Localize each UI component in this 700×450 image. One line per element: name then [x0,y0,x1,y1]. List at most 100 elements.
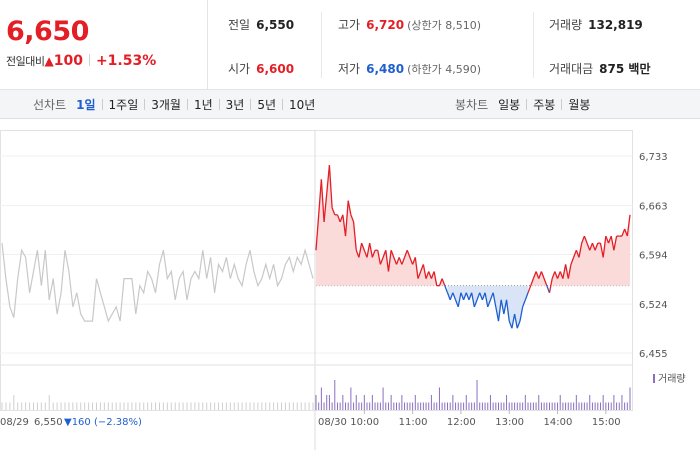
price-segment [481,292,486,301]
x-axis: 08/29 6,550 ▼160 (−2.38%) 08/30 10:00 11:00 12… [0,410,621,428]
stat-value: 6,480 [366,62,405,76]
price-segment [320,179,325,222]
price-segment [540,271,545,279]
price-segment [446,292,451,301]
price-segment [473,299,478,308]
price-segment [516,320,521,329]
price-segment [543,278,548,286]
price-segment [546,285,551,293]
tab-1w[interactable]: 1주일 [108,98,139,112]
divider [144,99,146,110]
price-segment [318,179,323,215]
price-segment [613,235,618,251]
divider [533,12,534,78]
tab-3y[interactable]: 3년 [225,98,245,112]
price-segment [538,271,543,279]
price-segment [460,292,465,301]
price-segment [457,292,462,308]
tab-daily[interactable]: 일봉 [498,98,521,112]
price-segment [350,214,355,223]
y-tick-label: 6,663 [639,202,668,213]
price-segment [326,165,331,194]
today-date-label: 08/30 [318,417,347,428]
price-segment [505,299,510,322]
current-price-box: 6,650 전일대비▲100 +1.53% [0,0,208,90]
tab-3m[interactable]: 3개월 [151,98,181,112]
line-chart-tabs: 선차트 1일 1주일 3개월 1년 3년 5년 10년 [33,96,315,113]
price-segment [535,271,540,279]
price-segment [495,306,500,322]
price-segment [567,264,572,279]
price-segment [527,285,532,293]
price-segment [497,299,502,322]
divider [321,12,322,78]
today-series [315,165,631,329]
price-segment [441,278,446,286]
price-segment [398,257,403,265]
price-segment [377,250,382,265]
price-segment [409,257,414,265]
y-tick-label: 6,455 [639,349,668,360]
divider [88,54,90,66]
tab-monthly[interactable]: 월봉 [568,98,591,112]
price-segment [607,235,612,244]
tab-1y[interactable]: 1년 [193,98,213,112]
divider [218,99,220,110]
price-summary: 6,650 전일대비▲100 +1.53% 전일 6,550 시가 6,600 고가 6… [0,0,700,90]
volume-bars: 거래량 [0,364,686,410]
price-segment [422,264,427,279]
price-segment [361,242,365,251]
price-segment [591,242,596,251]
price-segment [573,250,577,258]
price-segment [626,214,631,237]
stat-volume: 거래량 132,819 [549,16,643,33]
stat-open: 시가 6,600 [228,60,294,77]
price-segment [530,278,534,286]
tab-1d[interactable]: 1일 [76,98,96,112]
stat-value: 6,600 [256,62,295,76]
tab-weekly[interactable]: 주봉 [533,98,556,112]
down-area [447,285,550,329]
line-chart-label: 선차트 [33,98,67,112]
divider [186,99,188,110]
change-row: 전일대비▲100 +1.53% [6,53,156,69]
stat-prev-close: 전일 6,550 [228,16,294,33]
stat-value: 6,550 [256,18,295,32]
price-segment [594,242,599,251]
x-tick-label: 13:00 [495,417,524,428]
price-segment [605,235,610,244]
price-segment [586,242,591,251]
tab-10y[interactable]: 10년 [289,98,316,112]
y-tick-label: 6,594 [639,251,668,262]
upper-limit: (상한가 8,510) [407,19,481,32]
stat-label: 시가 [228,62,251,76]
up-area [316,165,630,286]
price-segment [401,257,406,265]
price-segment [500,299,505,315]
price-segment [430,271,435,279]
intraday-price-chart: 6,733 6,663 6,594 6,524 6,455 거래량 08/29 6,550… [0,130,686,450]
price-segment [570,257,575,265]
price-segment [513,313,518,329]
price-segment [492,292,497,308]
price-segment [385,250,390,272]
tab-5y[interactable]: 5년 [257,98,277,112]
price-segment [414,257,419,279]
price-segment [366,243,371,258]
price-segment [471,292,475,308]
candle-chart-label: 봉차트 [455,98,489,112]
price-segment [428,271,433,279]
stat-value: 6,720 [366,18,405,32]
price-segment [438,278,443,286]
price-segment [369,243,373,258]
price-segment [621,228,626,237]
price-segment [602,235,607,258]
price-segment [559,271,564,279]
change-label: 전일대비 [6,55,45,68]
y-axis: 6,733 6,663 6,594 6,524 6,455 [639,152,668,360]
price-segment [352,221,357,251]
price-segment [484,292,489,308]
price-segment [390,250,395,258]
stat-value: 132,819 [588,18,643,32]
price-segment [479,292,484,301]
